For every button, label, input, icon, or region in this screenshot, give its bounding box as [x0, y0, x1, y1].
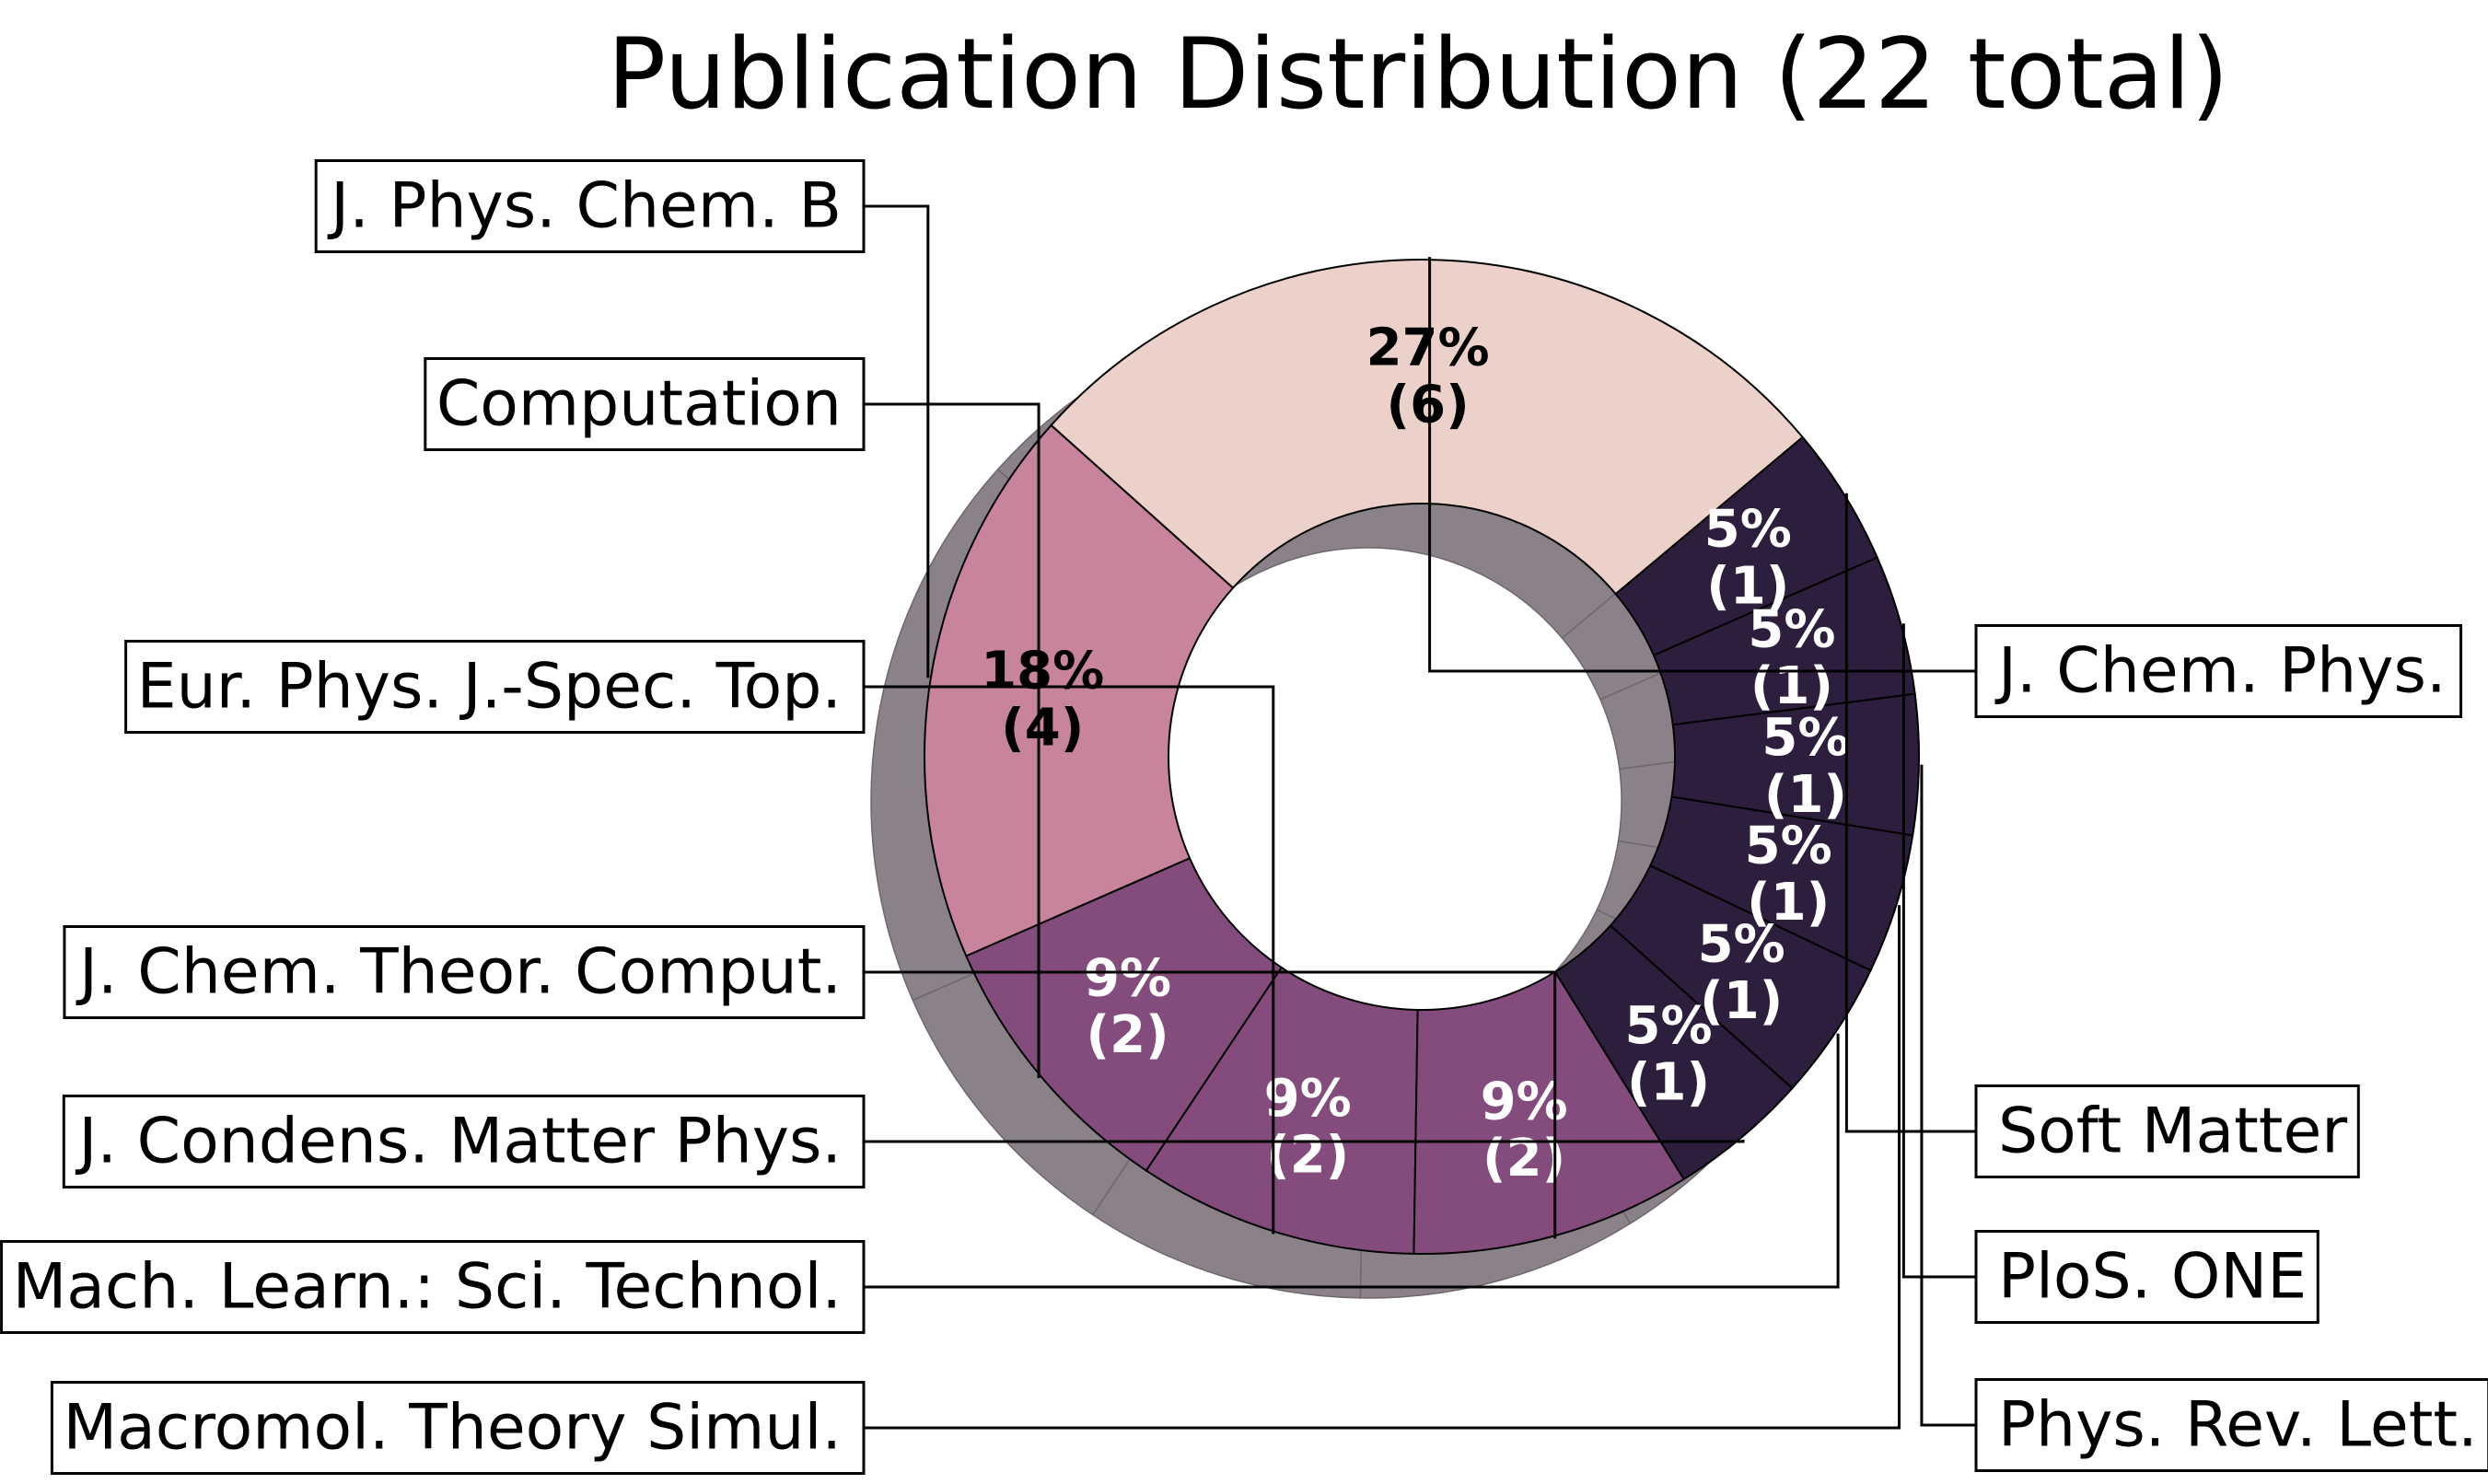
slice-percent-label: 5% (1) [1761, 708, 1849, 825]
leader-line [1920, 764, 1976, 1427]
leader-line [864, 905, 1901, 1430]
label-box [1974, 1084, 2360, 1178]
slice-label-macromol-theory-simul: Macromol. Theory Simul. [63, 1392, 842, 1465]
leader-line [864, 685, 1275, 1235]
slice-j-chem-phys [1050, 259, 1805, 596]
slice-j-phys-chem-b [924, 423, 1235, 957]
slice-soft-matter [1614, 435, 1879, 657]
label-box [424, 357, 866, 451]
slice-percent-label: 18% (4) [981, 642, 1104, 759]
label-box [63, 925, 866, 1019]
slice-percent-label: 5% (1) [1704, 500, 1792, 617]
slice-label-eur-phys-j-spec-top: Eur. Phys. J.-Spec. Top. [137, 651, 842, 724]
label-box [314, 159, 866, 253]
leader-line [1844, 493, 1976, 1133]
slice-percent-label: 5% (1) [1698, 915, 1785, 1032]
slice-percent-label: 9% (2) [1084, 949, 1171, 1066]
slice-percent-label: 9% (2) [1481, 1072, 1568, 1189]
slice-percent-label: 5% (1) [1745, 816, 1832, 933]
label-box [1974, 1378, 2488, 1472]
label-box [0, 1240, 866, 1334]
leader-line [864, 1033, 1840, 1289]
label-box [1974, 1230, 2319, 1324]
chart-title: Publication Distribution (22 total) [607, 17, 2228, 131]
slice-label-phys-rev-lett: Phys. Rev. Lett. [1998, 1389, 2478, 1462]
label-box [124, 640, 866, 734]
donut-slices [924, 259, 1920, 1255]
slice-label-j-phys-chem-b: J. Phys. Chem. B [327, 170, 842, 243]
slice-label-j-chem-theor-comput: J. Chem. Theor. Comput. [76, 936, 842, 1009]
slice-label-computation: Computation [436, 368, 842, 441]
slice-labels: J. Chem. Phys. J. Phys. Chem. B Computatio… [0, 159, 2488, 1475]
leader-line [864, 1139, 1745, 1143]
slice-percent-label: 5% (1) [1748, 599, 1835, 716]
slice-label-mach-learn-sci-technol: Mach. Learn.: Sci. Technol. [13, 1251, 842, 1324]
slice-percent-label: 5% (1) [1625, 996, 1713, 1113]
leader-line [1428, 257, 1976, 673]
leader-line [864, 970, 1557, 1239]
percent-labels: 27% (6)18% (4)9% (2)9% (2)9% (2)5% (1)5% (1)5%(… [981, 319, 1849, 1188]
slice-percent-label: 9% (2) [1264, 1069, 1352, 1186]
slice-label-j-condens-matter-phys: J. Condens. Matter Phys. [75, 1106, 842, 1178]
label-box [50, 1381, 866, 1475]
leader-line [864, 402, 1041, 1079]
slice-label-j-chem-phys: J. Chem. Phys. [1994, 635, 2447, 708]
leader-lines [864, 204, 1976, 1430]
slice-label-plos-one: PloS. ONE [1998, 1241, 2307, 1314]
label-box [1974, 624, 2463, 718]
label-box [62, 1095, 866, 1188]
slice-label-soft-matter: Soft Matter [1998, 1096, 2347, 1168]
leader-line [1901, 623, 1976, 1279]
leader-line [864, 204, 930, 678]
slice-percent-label: 27% (6) [1366, 319, 1490, 435]
